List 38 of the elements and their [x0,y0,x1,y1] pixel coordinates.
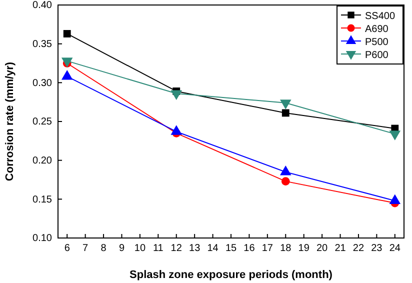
x-tick-label: 20 [316,243,328,254]
x-tick-label: 15 [225,243,237,254]
x-tick-label: 11 [152,243,164,254]
x-tick-label: 7 [82,243,89,254]
x-tick-label: 18 [280,243,292,254]
x-tick-label: 17 [262,243,274,254]
x-tick-label: 16 [244,243,256,254]
point [280,100,292,110]
x-tick-label: 21 [334,243,346,254]
legend-label: SS400 [365,11,396,22]
x-tick-label: 24 [389,243,401,254]
legend-label: A690 [365,24,389,35]
x-tick-label: 8 [100,243,107,254]
point [170,90,182,100]
y-axis-title: Corrosion rate (mm/yr) [4,62,16,182]
x-tick-label: 22 [352,243,364,254]
point [282,109,290,117]
x-tick-label: 23 [371,243,383,254]
x-tick-label: 9 [118,243,125,254]
point [63,30,71,38]
y-tick-label: 0.30 [32,78,52,89]
point [281,177,290,186]
x-tick-label: 10 [134,243,146,254]
y-tick-label: 0.35 [32,39,52,50]
point [389,130,401,140]
y-tick-label: 0.40 [32,0,52,12]
y-tick-label: 0.10 [32,233,52,244]
x-tick-label: 19 [298,243,310,254]
legend-label: P500 [365,37,389,48]
y-tick-label: 0.15 [32,194,52,206]
x-tick-label: 13 [189,243,201,254]
legend-label: P600 [365,50,389,61]
x-axis-title: Splash zone exposure periods (month) [130,269,333,281]
y-tick-label: 0.20 [32,156,52,167]
x-tick-label: 12 [170,243,182,254]
x-tick-label: 6 [64,243,70,254]
x-tick-label: 14 [207,243,219,254]
y-tick-label: 0.25 [32,116,52,128]
